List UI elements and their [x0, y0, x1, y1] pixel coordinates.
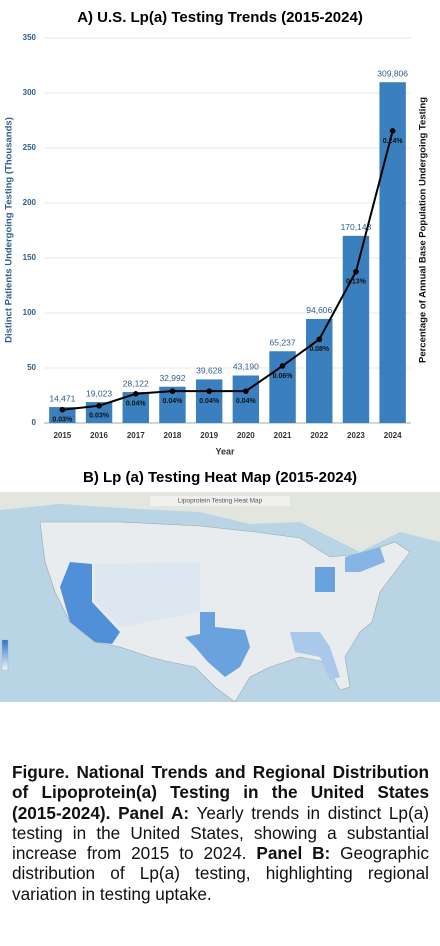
bar-value-label: 94,606 [306, 305, 332, 315]
x-tick-label: 2023 [347, 431, 365, 440]
bar [342, 235, 370, 423]
bar-value-label: 309,806 [377, 68, 408, 78]
line-value-label: 0.08% [309, 346, 330, 353]
y-tick-label: 350 [23, 33, 37, 42]
map-title: B) Lp (a) Testing Heat Map (2015-2024) [83, 469, 357, 486]
line-point [169, 388, 176, 394]
y-tick-label: 250 [23, 143, 37, 152]
bar [195, 379, 223, 423]
chart-title: A) U.S. Lp(a) Testing Trends (2015-2024) [77, 9, 363, 26]
california [60, 562, 120, 644]
panel-b-label: Panel B: [256, 843, 331, 864]
caption: Figure. National Trends and Regional Dis… [12, 762, 429, 904]
map-inner-title: Lipoprotein Testing Heat Map [178, 498, 263, 505]
x-tick-label: 2017 [127, 431, 145, 440]
line-value-label: 0.04% [199, 398, 220, 405]
x-tick-label: 2021 [274, 431, 292, 440]
map-panel: B) Lp (a) Testing Heat Map (2015-2024) L… [0, 469, 440, 702]
y-tick-label: 150 [23, 253, 37, 262]
line-value-label: 0.06% [273, 373, 294, 380]
ohio [315, 567, 335, 592]
bar [49, 407, 76, 423]
line-point [243, 388, 249, 394]
line-point [389, 128, 396, 134]
x-tick-label: 2020 [237, 431, 255, 440]
x-tick-label: 2015 [53, 431, 71, 440]
map-header [150, 496, 290, 506]
x-tick-label: 2019 [200, 431, 218, 440]
x-tick-label: 2018 [164, 431, 182, 440]
line-value-label: 0.03% [52, 417, 73, 424]
panel-a-text: Yearly trends in distinct Lp(a) testing … [12, 802, 429, 864]
y2-axis-label: Percentage of Annual Base Population Und… [418, 97, 429, 363]
line-value-label: 0.03% [89, 413, 110, 420]
panel-a-label: Panel A: [118, 802, 190, 823]
y-tick-label: 50 [27, 363, 36, 372]
new-york [345, 547, 385, 572]
west-states [95, 562, 200, 627]
caption-title: Figure. National Trends and Regional Dis… [12, 762, 429, 823]
bar [306, 318, 333, 423]
line-value-label: 0.24% [383, 138, 404, 145]
line-point [132, 390, 139, 397]
bar-value-label: 170,143 [341, 222, 372, 232]
bar [269, 351, 296, 423]
bar [232, 375, 260, 423]
line [62, 130, 394, 411]
line-point [353, 268, 359, 275]
line-point [96, 402, 102, 409]
line-value-label: 0.04% [236, 398, 257, 405]
y-tick-label: 300 [23, 88, 37, 97]
line-point [206, 388, 212, 394]
line-value-label: 0.13% [346, 278, 367, 285]
x-tick-label: 2016 [90, 431, 108, 440]
bar-value-label: 65,237 [270, 337, 296, 347]
panel-b-text: Geographic distribution of Lp(a) testing… [12, 843, 429, 904]
bar-value-label: 19,023 [86, 388, 112, 398]
line-point [59, 406, 66, 413]
line-value-label: 0.04% [163, 398, 184, 405]
line-point [316, 336, 323, 343]
bar-value-label: 43,190 [233, 362, 259, 372]
bar-value-label: 14,471 [49, 393, 75, 403]
bar-value-label: 32,992 [159, 373, 185, 383]
bar [379, 82, 406, 423]
y-axis-label: Distinct Patients Undergoing Testing (Th… [4, 117, 15, 343]
x-tick-label: 2024 [384, 431, 402, 440]
bar-value-label: 28,122 [123, 378, 149, 388]
bar-value-label: 39,628 [196, 366, 222, 376]
x-axis-label: Year [215, 446, 235, 456]
y-tick-label: 200 [23, 198, 37, 207]
line-point [279, 363, 286, 369]
texas [185, 612, 250, 677]
x-tick-label: 2022 [310, 431, 328, 440]
chart: A) U.S. Lp(a) Testing Trends (2015-2024)… [4, 9, 429, 456]
map-legend [1, 639, 9, 671]
southeast [290, 632, 340, 680]
canada [0, 492, 440, 552]
line-value-label: 0.04% [126, 401, 147, 408]
y-tick-label: 0 [32, 418, 37, 427]
y-tick-label: 100 [23, 308, 37, 317]
